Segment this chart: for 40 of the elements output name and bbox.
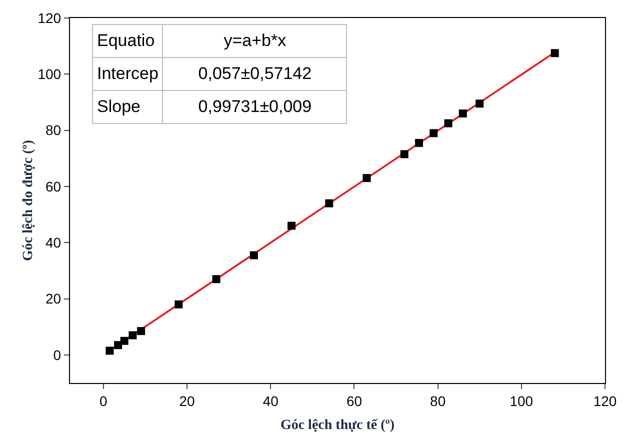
point (137, 327, 146, 336)
point (128, 331, 137, 340)
annotation: 0,057±0,57142 (162, 58, 347, 90)
annotation: y=a+b*x (162, 24, 347, 58)
x-tick-label: 60 (346, 392, 362, 409)
y-tick-label: 0 (53, 346, 62, 363)
y-tick-label: 40 (46, 234, 62, 251)
y-tick-label: 100 (38, 66, 62, 82)
annotation: 0,99731±0,009 (162, 90, 347, 124)
point (106, 346, 114, 355)
point (212, 275, 220, 284)
x-tick-label: 120 (593, 392, 617, 409)
y-tick-label: 20 (46, 290, 62, 307)
annotation: Intercep (92, 58, 163, 90)
y-axis-title: Góc lệch đo được (º) (20, 140, 36, 262)
point (250, 251, 258, 260)
point (415, 138, 423, 147)
point (458, 109, 467, 118)
x-tick-label: 80 (430, 392, 446, 409)
point (400, 150, 408, 158)
x-tick-label: 100 (510, 392, 534, 409)
point (114, 341, 122, 350)
y-tick-label: 60 (46, 178, 62, 194)
x-axis-title: Góc lệch thực tế (º) (280, 418, 395, 433)
point (550, 49, 559, 58)
y-tick-label: 120 (38, 10, 62, 26)
x-tick-label: 20 (179, 392, 196, 409)
point (430, 129, 438, 138)
y-tick-label: 80 (46, 122, 62, 138)
point (444, 119, 452, 128)
point (362, 174, 371, 182)
x-tick-label: 0 (100, 392, 108, 409)
x-tick-label: 40 (262, 392, 279, 409)
point (325, 199, 334, 208)
point (288, 222, 296, 230)
point (120, 336, 128, 345)
point (174, 300, 183, 308)
annotation: Slope (92, 90, 163, 124)
point (476, 100, 484, 108)
annotation: Equatio (92, 24, 163, 58)
